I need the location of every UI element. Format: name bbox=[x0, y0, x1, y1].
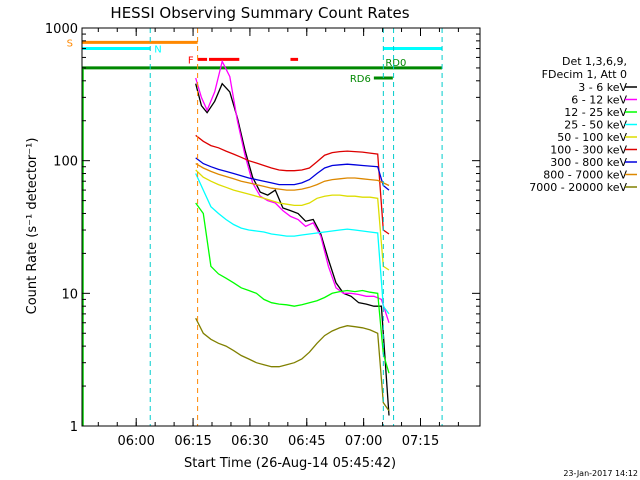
x-tick-label: 06:00 bbox=[117, 434, 154, 449]
legend-entry-label: 25 - 50 keV bbox=[564, 119, 627, 132]
flag-label-rd6: RD6 bbox=[350, 74, 371, 85]
series-line-6 bbox=[195, 134, 390, 235]
x-tick-label: 07:15 bbox=[402, 434, 439, 449]
series-line-3 bbox=[195, 202, 390, 374]
y-tick-label: 10 bbox=[61, 287, 78, 302]
flag-label-s: S bbox=[67, 38, 73, 49]
legend-header: FDecim 1, Att 0 bbox=[542, 68, 627, 81]
legend-entry-label: 12 - 25 keV bbox=[564, 106, 627, 119]
series-line-7 bbox=[195, 157, 390, 191]
legend-entry-label: 100 - 300 keV bbox=[550, 144, 627, 157]
series-line-8 bbox=[195, 163, 390, 191]
y-axis-label: Count Rate (s⁻¹ detector⁻¹) bbox=[25, 138, 40, 315]
legend-entry-label: 300 - 800 keV bbox=[550, 156, 627, 169]
y-tick-label: 1000 bbox=[45, 22, 78, 37]
legend-entry-label: 800 - 7000 keV bbox=[543, 169, 627, 182]
flag-label-rd0: RD0 bbox=[385, 58, 406, 69]
flag-bars: S N RD0 F RD6 bbox=[67, 38, 443, 85]
legend-entry-label: 6 - 12 keV bbox=[571, 94, 627, 107]
x-tick-label: 06:15 bbox=[174, 434, 211, 449]
y-tick-label: 1 bbox=[70, 420, 78, 435]
legend-header: Det 1,3,6,9, bbox=[562, 55, 627, 68]
series-line-5 bbox=[195, 169, 390, 271]
chart-title: HESSI Observing Summary Count Rates bbox=[110, 4, 409, 22]
series-lines bbox=[195, 59, 390, 416]
series-line-2 bbox=[195, 59, 390, 324]
legend-entry-label: 3 - 6 keV bbox=[578, 81, 627, 94]
timestamp: 23-Jan-2017 14:12 bbox=[563, 469, 638, 478]
x-tick-label: 07:00 bbox=[345, 434, 382, 449]
y-tick-label: 100 bbox=[53, 155, 78, 170]
legend-entry-label: 50 - 100 keV bbox=[557, 131, 627, 144]
plot-frame bbox=[81, 27, 481, 427]
legend-entry-label: 7000 - 20000 keV bbox=[529, 181, 627, 194]
series-line-1 bbox=[195, 82, 390, 416]
x-axis-label: Start Time (26-Aug-14 05:45:42) bbox=[184, 456, 396, 471]
axes: 1 10 100 1000 06:00 06:15 06:30 06:45 07:00 07:15 bbox=[45, 22, 480, 449]
series-line-9 bbox=[195, 317, 390, 412]
x-tick-label: 06:45 bbox=[288, 434, 325, 449]
flag-label-n: N bbox=[154, 45, 161, 56]
flag-label-f: F bbox=[188, 55, 194, 66]
vertical-markers bbox=[82, 28, 443, 426]
series-line-4 bbox=[195, 173, 390, 315]
x-tick-label: 06:30 bbox=[231, 434, 268, 449]
